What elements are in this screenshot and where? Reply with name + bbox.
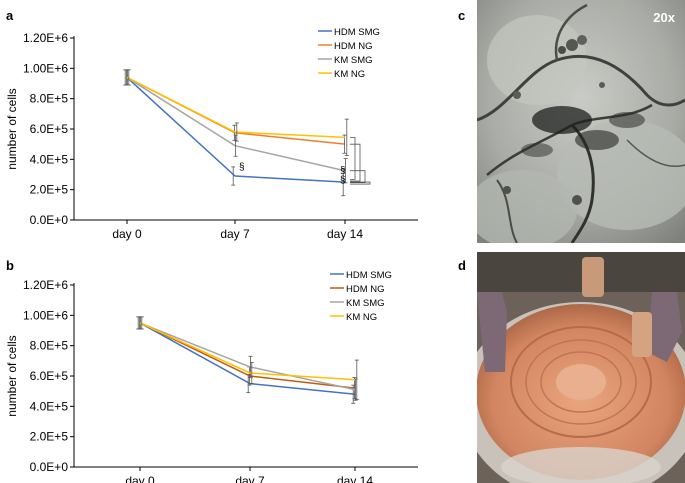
y-axis-label: number of cells: [5, 88, 19, 169]
series-line-km-ng: [126, 76, 346, 139]
legend-label: KM SMG: [334, 55, 373, 66]
y-tick-label: 1.00E+6: [23, 61, 68, 75]
significance-bracket: [350, 181, 371, 185]
chart-b: 0.0E+0 2.0E+5 4.0E+5 6.0E+5 8.0E+5 1.00E+6 1.2…: [5, 270, 418, 483]
y-tick-label: 8.0E+5: [30, 339, 69, 353]
series-line-km-ng: [139, 322, 356, 381]
y-axis-label: number of cells: [5, 335, 19, 416]
series-line-hdm-smg: [139, 322, 356, 395]
x-tick-label: day 14: [327, 227, 363, 241]
y-tick-label: 4.0E+5: [30, 399, 69, 413]
significance-bracket: [350, 170, 366, 183]
y-tick-label: 8.0E+5: [30, 92, 69, 106]
series-line-hdm-ng: [126, 76, 346, 145]
series-line-hdm-ng: [139, 322, 356, 389]
y-tick-label: 6.0E+5: [30, 122, 69, 136]
y-tick-label: 1.00E+6: [23, 308, 68, 322]
y-tick-label: 1.20E+6: [23, 31, 68, 45]
y-tick-label: 0.0E+0: [30, 213, 69, 227]
y-tick-label: 6.0E+5: [30, 369, 69, 383]
x-tick-label: day 0: [125, 474, 155, 483]
panel-letter-a: a: [6, 8, 14, 23]
series-line-hdm-smg: [126, 76, 346, 183]
legend-label: KM NG: [346, 312, 377, 323]
series-line-km-smg: [126, 76, 346, 172]
significance-bracket: [350, 143, 361, 182]
series-line-km-smg: [139, 322, 356, 391]
x-tick-label: day 7: [235, 474, 265, 483]
y-tick-label: 4.0E+5: [30, 152, 69, 166]
y-tick-label: 2.0E+5: [30, 430, 69, 444]
legend-label: HDM SMG: [334, 27, 380, 38]
x-tick-label: day 0: [112, 227, 142, 241]
legend-label: KM NG: [334, 69, 365, 80]
microscopy-image: 20x: [477, 0, 685, 243]
significance-marker: §: [340, 175, 346, 186]
y-tick-label: 1.20E+6: [23, 278, 68, 292]
significance-marker: §: [340, 166, 346, 177]
legend-label: HDM NG: [346, 284, 385, 295]
x-tick-label: day 7: [220, 227, 250, 241]
x-tick-label: day 14: [337, 474, 373, 483]
legend-label: HDM SMG: [346, 270, 392, 281]
culture-dish-image: [477, 252, 685, 483]
legend-label: HDM NG: [334, 41, 373, 52]
magnification-label: 20x: [653, 10, 675, 25]
legend-label: KM SMG: [346, 298, 385, 309]
significance-marker: §: [239, 162, 245, 173]
significance-bracket: [350, 136, 356, 180]
y-tick-label: 0.0E+0: [30, 460, 69, 474]
chart-a: 0.0E+0 2.0E+5 4.0E+5 6.0E+5 8.0E+5 1.00E+6 1.2…: [5, 27, 418, 241]
panel-letter-b: b: [6, 258, 14, 273]
y-tick-label: 2.0E+5: [30, 183, 69, 197]
panel-letter-d: d: [458, 258, 466, 273]
panel-letter-c: c: [458, 8, 466, 23]
